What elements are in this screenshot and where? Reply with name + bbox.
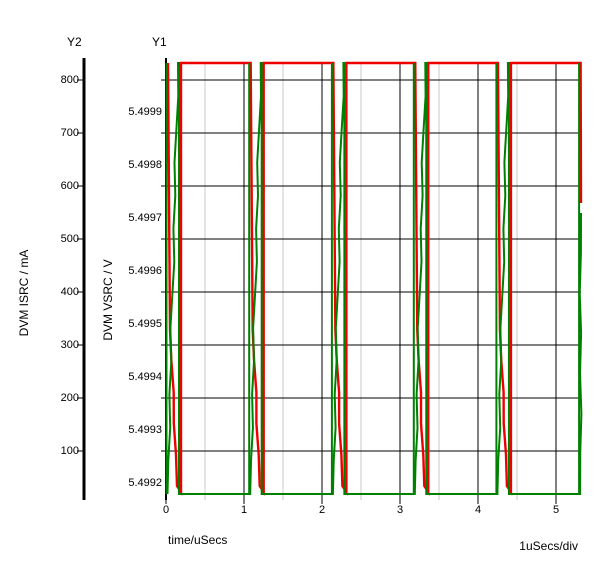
y2-tick-label: 500 [60,233,79,245]
x-axis-title: time/uSecs [168,533,228,547]
isrc-trace [166,62,583,495]
isrc-spike [165,63,581,494]
y1-tick-label: 5.4994 [128,371,162,383]
x-scale-label: 1uSecs/div [519,539,578,553]
y1-tick-label: 5.4997 [128,212,162,224]
y1-tick-label: 5.4993 [128,424,162,436]
y2-tick-label: 200 [60,392,79,404]
x-tick-label: 0 [162,504,170,516]
y2-tick-label: 400 [60,286,79,298]
y1-tick-label: 5.4992 [128,477,162,489]
y2-tick-label: 300 [60,339,79,351]
vsrc-trace [166,61,583,496]
y2-axis-header: Y2 [67,35,82,49]
y1-tick-label: 5.4995 [128,318,162,330]
x-tick-label: 1 [240,504,248,516]
x-tick-label: 2 [318,504,326,516]
y1-tick-label: 5.4998 [128,159,162,171]
y1-tick-label: 5.4999 [128,106,162,118]
y2-tick-label: 100 [60,445,79,457]
x-tick-label: 5 [552,504,560,516]
x-tick-label: 4 [474,504,482,516]
y2-tick-label: 600 [60,180,79,192]
y1-tick-label: 5.4996 [128,265,162,277]
y1-axis-header: Y1 [152,35,167,49]
y2-tick-label: 800 [60,74,79,86]
x-tick-label: 3 [396,504,404,516]
y2-tick-label: 700 [60,127,79,139]
